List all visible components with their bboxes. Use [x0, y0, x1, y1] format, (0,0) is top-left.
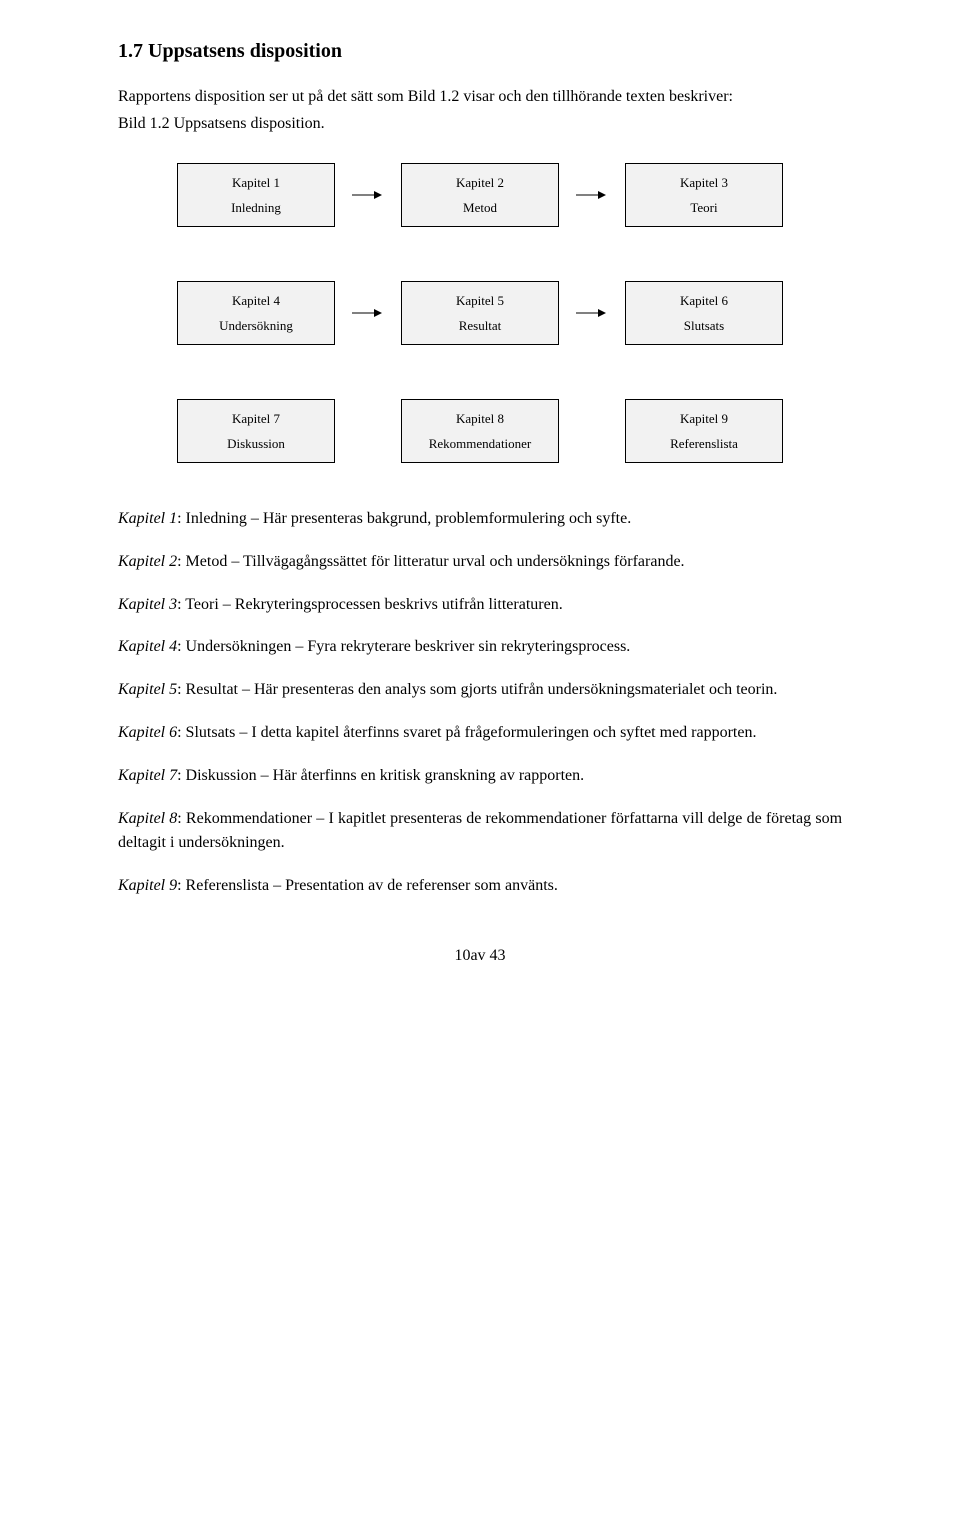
chapter-text: : Referenslista – Presentation av de ref… [177, 877, 558, 894]
diagram-node: Kapitel 4 Undersökning [177, 281, 335, 345]
node-label: Undersökning [219, 316, 293, 336]
diagram-row: Kapitel 4 Undersökning Kapitel 5 Resulta… [118, 281, 842, 345]
diagram-node: Kapitel 6 Slutsats [625, 281, 783, 345]
diagram-node: Kapitel 7 Diskussion [177, 399, 335, 463]
chapter-desc: Kapitel 2: Metod – Tillvägagångssättet f… [118, 550, 842, 575]
node-label: Inledning [231, 198, 281, 218]
disposition-diagram: Kapitel 1 Inledning Kapitel 2 Metod Kapi… [118, 163, 842, 463]
node-label: Diskussion [227, 434, 285, 454]
node-title: Kapitel 5 [456, 291, 504, 311]
chapter-desc: Kapitel 1: Inledning – Här presenteras b… [118, 507, 842, 532]
chapter-desc: Kapitel 7: Diskussion – Här återfinns en… [118, 764, 842, 789]
chapter-label: Kapitel 2 [118, 553, 177, 570]
node-title: Kapitel 1 [232, 173, 280, 193]
chapter-desc: Kapitel 3: Teori – Rekryteringsprocessen… [118, 593, 842, 618]
diagram-node: Kapitel 2 Metod [401, 163, 559, 227]
chapter-label: Kapitel 1 [118, 510, 177, 527]
arrow-right-icon [352, 308, 382, 318]
chapter-text: : Diskussion – Här återfinns en kritisk … [177, 767, 584, 784]
node-title: Kapitel 9 [680, 409, 728, 429]
diagram-node: Kapitel 8 Rekommendationer [401, 399, 559, 463]
node-label: Slutsats [684, 316, 724, 336]
arrow-right-icon [576, 190, 606, 200]
chapter-text: : Slutsats – I detta kapitel återfinns s… [177, 724, 756, 741]
node-title: Kapitel 6 [680, 291, 728, 311]
diagram-node: Kapitel 1 Inledning [177, 163, 335, 227]
chapter-desc: Kapitel 4: Undersökningen – Fyra rekryte… [118, 635, 842, 660]
chapter-label: Kapitel 6 [118, 724, 177, 741]
node-title: Kapitel 3 [680, 173, 728, 193]
chapter-desc: Kapitel 5: Resultat – Här presenteras de… [118, 678, 842, 703]
chapter-text: : Teori – Rekryteringsprocessen beskrivs… [177, 596, 563, 613]
diagram-row: Kapitel 1 Inledning Kapitel 2 Metod Kapi… [118, 163, 842, 227]
chapter-desc: Kapitel 8: Rekommendationer – I kapitlet… [118, 807, 842, 857]
chapter-desc: Kapitel 6: Slutsats – I detta kapitel åt… [118, 721, 842, 746]
intro-paragraph: Rapportens disposition ser ut på det sät… [118, 85, 842, 109]
node-title: Kapitel 8 [456, 409, 504, 429]
chapter-label: Kapitel 8 [118, 810, 177, 827]
page-footer: 10av 43 [118, 947, 842, 965]
node-label: Metod [463, 198, 497, 218]
chapter-label: Kapitel 7 [118, 767, 177, 784]
diagram-row: Kapitel 7 Diskussion Kapitel 8 Rekommend… [118, 399, 842, 463]
diagram-node: Kapitel 3 Teori [625, 163, 783, 227]
node-label: Rekommendationer [429, 434, 532, 454]
node-label: Resultat [459, 316, 502, 336]
figure-caption: Bild 1.2 Uppsatsens disposition. [118, 115, 842, 133]
chapter-text: : Inledning – Här presenteras bakgrund, … [177, 510, 631, 527]
arrow-right-icon [576, 308, 606, 318]
node-title: Kapitel 7 [232, 409, 280, 429]
chapter-desc: Kapitel 9: Referenslista – Presentation … [118, 874, 842, 899]
node-label: Referenslista [670, 434, 738, 454]
diagram-node: Kapitel 9 Referenslista [625, 399, 783, 463]
chapter-text: : Resultat – Här presenteras den analys … [177, 681, 777, 698]
section-heading: 1.7 Uppsatsens disposition [118, 40, 842, 63]
chapter-label: Kapitel 3 [118, 596, 177, 613]
chapter-label: Kapitel 4 [118, 638, 177, 655]
node-title: Kapitel 2 [456, 173, 504, 193]
arrow-right-icon [352, 190, 382, 200]
diagram-node: Kapitel 5 Resultat [401, 281, 559, 345]
node-title: Kapitel 4 [232, 291, 280, 311]
chapter-text: : Rekommendationer – I kapitlet presente… [118, 810, 842, 852]
chapter-label: Kapitel 5 [118, 681, 177, 698]
node-label: Teori [690, 198, 717, 218]
chapter-label: Kapitel 9 [118, 877, 177, 894]
chapter-text: : Metod – Tillvägagångssättet för litter… [177, 553, 684, 570]
chapter-text: : Undersökningen – Fyra rekryterare besk… [177, 638, 630, 655]
